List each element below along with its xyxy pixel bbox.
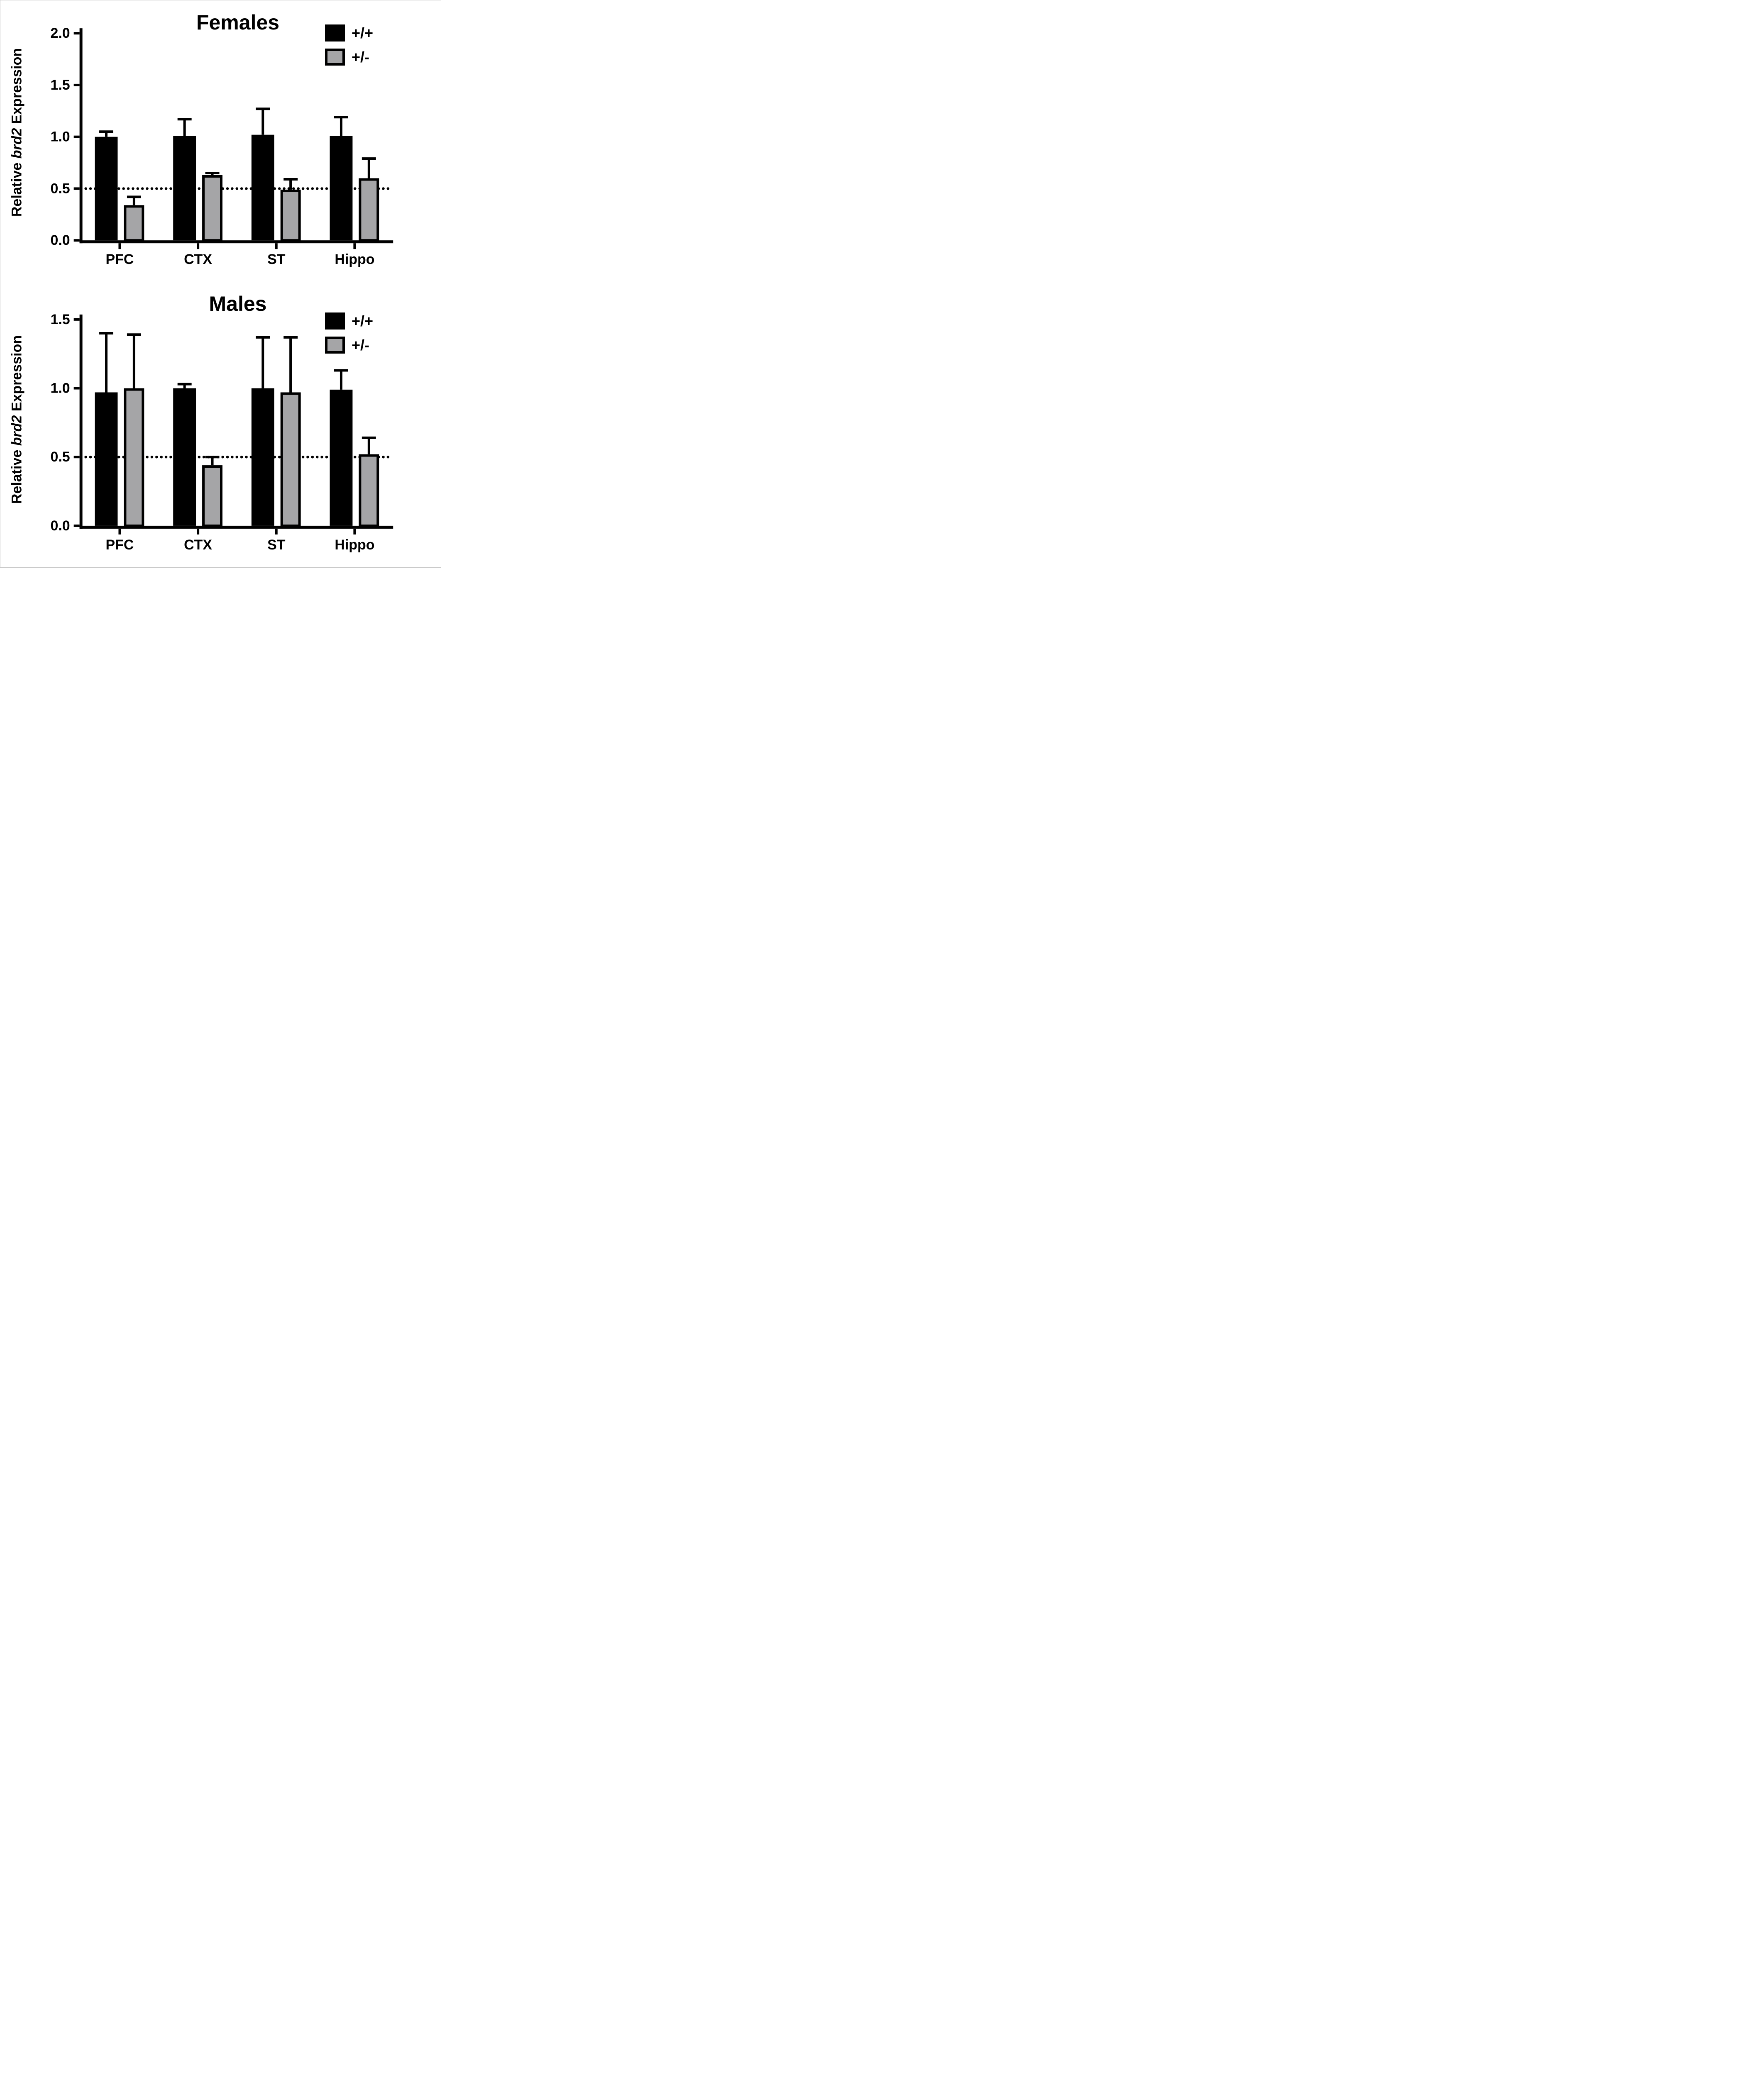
chart-title-females: Females xyxy=(196,11,280,34)
y-tick-label-males-0.0: 0.0 xyxy=(51,518,70,534)
y-axis-females xyxy=(79,28,83,244)
bar-males-hippo-het xyxy=(359,454,379,527)
y-tick-males-1.0 xyxy=(73,387,80,390)
legend-females: +/+ +/- xyxy=(325,24,373,73)
legend-swatch-heterozygous-icon xyxy=(325,49,345,66)
bar-females-st-wildtype xyxy=(251,134,274,241)
y-tick-label-males-1.0: 1.0 xyxy=(51,381,70,396)
x-axis-males xyxy=(79,525,393,529)
x-label-males-st: ST xyxy=(267,537,286,553)
y-axis-label-gene: brd2 xyxy=(9,415,25,446)
legend-label-wildtype: +/+ xyxy=(352,24,374,42)
bar-males-st-wildtype xyxy=(251,388,274,526)
y-axis-label-females: Relative brd2 Expression xyxy=(9,48,25,217)
legend-swatch-wildtype-icon xyxy=(325,24,345,42)
y-axis-label-prefix: Relative xyxy=(9,159,25,217)
y-tick-label-females-1.0: 1.0 xyxy=(51,129,70,145)
bar-females-pfc-wildtype xyxy=(95,137,118,241)
legend-males: +/+ +/- xyxy=(325,312,373,361)
y-tick-females-1.5 xyxy=(73,83,80,86)
x-label-females-hippo: Hippo xyxy=(335,251,374,267)
y-tick-label-females-0.5: 0.5 xyxy=(51,181,70,196)
y-tick-label-females-2.0: 2.0 xyxy=(51,25,70,41)
x-label-males-pfc: PFC xyxy=(106,537,134,553)
bar-females-pfc-het xyxy=(124,205,144,242)
y-tick-label-males-0.5: 0.5 xyxy=(51,449,70,465)
y-tick-females-1.0 xyxy=(73,135,80,138)
y-axis-label-gene: brd2 xyxy=(9,128,25,159)
legend-label-heterozygous: +/- xyxy=(352,336,370,354)
y-axis-label-suffix: Expression xyxy=(9,335,25,415)
bar-males-ctx-het xyxy=(202,465,222,527)
x-tick-females-pfc xyxy=(118,243,121,249)
y-axis-label-suffix: Expression xyxy=(9,48,25,128)
bar-females-hippo-het xyxy=(359,178,379,242)
x-tick-males-st xyxy=(275,528,278,535)
y-axis-males xyxy=(79,314,83,529)
x-axis-females xyxy=(79,240,393,244)
x-label-males-ctx: CTX xyxy=(184,537,212,553)
y-tick-males-0.0 xyxy=(73,524,80,527)
legend-label-wildtype: +/+ xyxy=(352,312,374,330)
bar-females-ctx-wildtype xyxy=(173,136,196,241)
y-tick-males-1.5 xyxy=(73,318,80,321)
bar-males-pfc-het xyxy=(124,388,144,527)
chart-females: 0.0 0.5 1.0 1.5 2.0 PFC CTX ST Hippo xyxy=(51,25,393,267)
legend-swatch-heterozygous-icon xyxy=(325,337,345,354)
chart-title-males: Males xyxy=(209,292,267,315)
x-tick-females-hippo xyxy=(353,243,356,249)
bar-females-hippo-wildtype xyxy=(330,136,353,241)
bar-females-ctx-het xyxy=(202,175,222,242)
y-tick-males-0.5 xyxy=(73,456,80,459)
bar-charts-canvas: 0.0 0.5 1.0 1.5 2.0 PFC CTX ST Hippo 0.0 0.5 1.0 1.5… xyxy=(51,25,393,553)
y-tick-label-females-0.0: 0.0 xyxy=(51,232,70,248)
x-label-females-pfc: PFC xyxy=(106,251,134,267)
y-tick-females-0.5 xyxy=(73,187,80,190)
bar-males-hippo-wildtype xyxy=(330,389,353,526)
y-axis-label-prefix: Relative xyxy=(9,446,25,504)
chart-males: 0.0 0.5 1.0 1.5 PFC CTX ST Hippo xyxy=(51,312,393,553)
y-tick-label-females-1.5: 1.5 xyxy=(51,77,70,93)
y-tick-label-males-1.5: 1.5 xyxy=(51,312,70,327)
figure-root: 0.0 0.5 1.0 1.5 2.0 PFC CTX ST Hippo 0.0 0.5 1.0 1.5… xyxy=(0,0,441,568)
x-tick-females-st xyxy=(275,243,278,249)
x-label-males-hippo: Hippo xyxy=(335,537,374,553)
x-tick-females-ctx xyxy=(197,243,200,249)
bar-females-st-het xyxy=(280,189,301,242)
legend-swatch-wildtype-icon xyxy=(325,312,345,330)
x-tick-males-hippo xyxy=(353,528,356,535)
x-tick-males-pfc xyxy=(118,528,121,535)
x-tick-males-ctx xyxy=(197,528,200,535)
bar-males-st-het xyxy=(280,392,301,527)
legend-item-wildtype: +/+ xyxy=(325,312,373,330)
bar-males-ctx-wildtype xyxy=(173,388,196,526)
legend-label-heterozygous: +/- xyxy=(352,48,370,66)
y-tick-females-0.0 xyxy=(73,239,80,242)
x-label-females-ctx: CTX xyxy=(184,251,212,267)
bar-males-pfc-wildtype xyxy=(95,392,118,526)
x-label-females-st: ST xyxy=(267,251,286,267)
legend-item-wildtype: +/+ xyxy=(325,24,373,42)
legend-item-heterozygous: +/- xyxy=(325,49,373,66)
legend-item-heterozygous: +/- xyxy=(325,337,373,354)
y-axis-label-males: Relative brd2 Expression xyxy=(9,335,25,504)
y-tick-females-2.0 xyxy=(73,32,80,35)
